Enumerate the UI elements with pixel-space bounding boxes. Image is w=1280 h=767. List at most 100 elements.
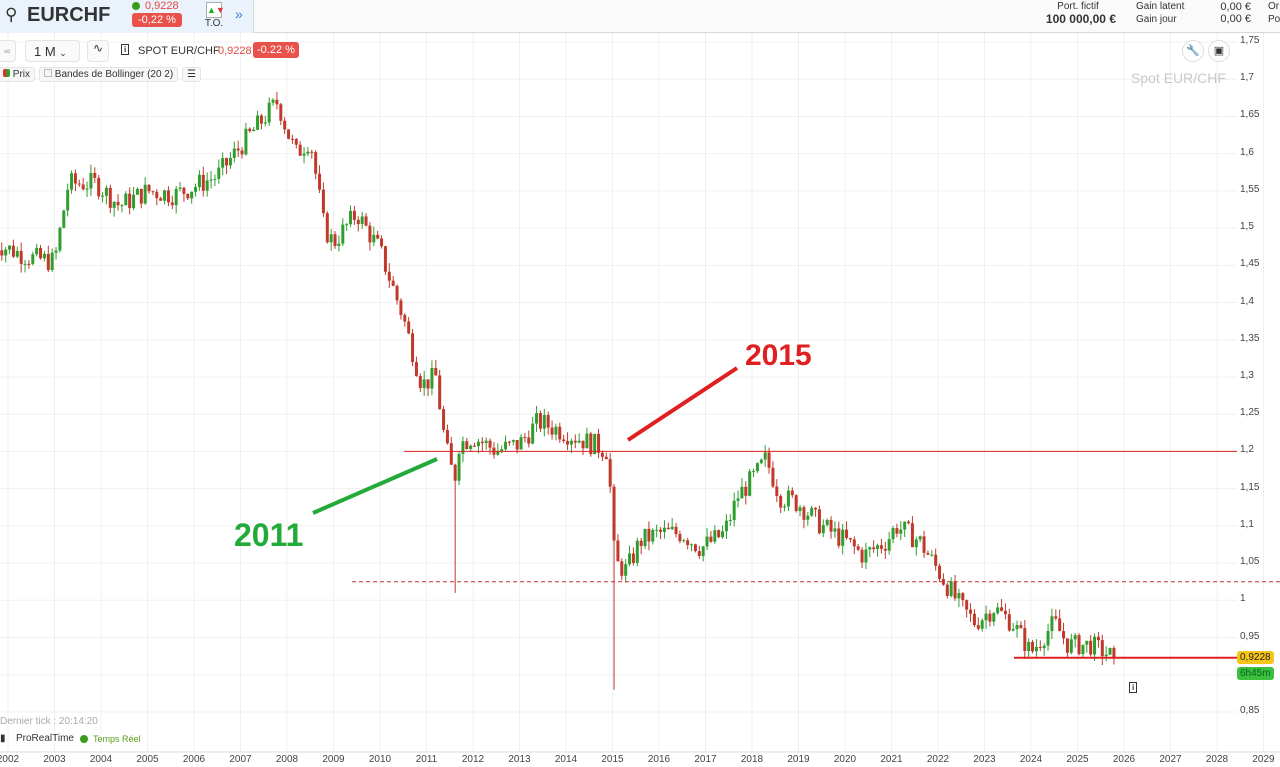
timer-tag: 6h45m bbox=[1237, 667, 1274, 680]
candle-body bbox=[895, 528, 899, 534]
x-tick-label: 2014 bbox=[554, 754, 578, 765]
candle-body bbox=[166, 190, 170, 203]
candle-body bbox=[620, 561, 624, 576]
last-tick: Dernier tick : 20:14:20 bbox=[0, 716, 98, 727]
candle-body bbox=[1019, 625, 1023, 629]
candle-body bbox=[333, 234, 337, 247]
order-ticket-button[interactable]: ▲▼ T.O. bbox=[203, 2, 225, 29]
y-tick-label: 1,05 bbox=[1240, 556, 1260, 568]
candle-body bbox=[1027, 641, 1031, 652]
candle-body bbox=[345, 224, 349, 226]
candle-body bbox=[779, 495, 783, 508]
info-icon[interactable]: i bbox=[121, 44, 130, 55]
candle-body bbox=[8, 245, 12, 250]
candle-body bbox=[449, 443, 453, 465]
chevron-down-icon: ⌄ bbox=[59, 48, 67, 58]
candle-body bbox=[124, 193, 128, 206]
x-tick-label: 2020 bbox=[833, 754, 857, 765]
candle-body bbox=[368, 225, 372, 243]
candle-body bbox=[15, 250, 19, 257]
link-button[interactable]: ∞ bbox=[0, 40, 16, 62]
x-tick-label: 2004 bbox=[89, 754, 113, 765]
candle-body bbox=[1062, 631, 1066, 639]
candle-body bbox=[380, 238, 384, 247]
candle-body bbox=[143, 184, 147, 204]
price-chart[interactable] bbox=[0, 33, 1280, 767]
candle-body bbox=[85, 188, 89, 190]
candle-body bbox=[174, 188, 178, 206]
candle-body bbox=[66, 189, 70, 211]
realtime-dot-icon bbox=[80, 735, 88, 743]
candle-body bbox=[1089, 640, 1093, 655]
candle-body bbox=[275, 99, 279, 105]
search-icon[interactable]: ⚲ bbox=[5, 5, 18, 24]
x-tick-label: 2024 bbox=[1019, 754, 1043, 765]
candle-body bbox=[259, 115, 263, 124]
candle-body bbox=[23, 263, 27, 265]
settings-button[interactable]: 🔧 bbox=[1182, 40, 1204, 62]
symbol-panel[interactable]: ⚲ EURCHF 0,9228 -0,22 % ▲▼ T.O. » bbox=[0, 0, 254, 33]
candle-body bbox=[58, 227, 62, 251]
candle-body bbox=[957, 593, 961, 599]
candle-body bbox=[945, 584, 949, 596]
candle-body bbox=[337, 243, 341, 247]
candle-body bbox=[585, 433, 589, 449]
candle-body bbox=[325, 213, 329, 243]
candle-body bbox=[1058, 618, 1062, 632]
period-value: 1 M bbox=[34, 44, 56, 59]
candle-body bbox=[721, 531, 725, 538]
candle-body bbox=[263, 122, 267, 124]
window-button[interactable]: ▣ bbox=[1208, 40, 1230, 62]
candle-body bbox=[713, 530, 717, 542]
candle-body bbox=[403, 314, 407, 322]
candle-body bbox=[690, 544, 694, 546]
candle-body bbox=[845, 529, 849, 539]
candle-body bbox=[35, 247, 39, 255]
candle-body bbox=[550, 427, 554, 435]
indicators-button[interactable]: ∿ bbox=[87, 40, 109, 62]
candle-body bbox=[918, 536, 922, 540]
candle-body bbox=[798, 507, 802, 512]
link-icon: ∞ bbox=[4, 46, 11, 56]
x-tick-label: 2026 bbox=[1112, 754, 1136, 765]
candle-body bbox=[283, 120, 287, 130]
candle-body bbox=[969, 609, 973, 614]
annotation-2015: 2015 bbox=[745, 339, 812, 372]
candle-body bbox=[407, 321, 411, 334]
candle-body bbox=[569, 440, 573, 445]
candle-body bbox=[73, 173, 77, 184]
double-chevron-right-icon[interactable]: » bbox=[235, 6, 243, 22]
candle-body bbox=[597, 433, 601, 453]
candle-body bbox=[628, 553, 632, 565]
candle-body bbox=[31, 254, 35, 264]
candle-body bbox=[655, 529, 659, 531]
candle-body bbox=[414, 362, 418, 376]
candle-body bbox=[11, 245, 15, 257]
candle-body bbox=[135, 188, 139, 195]
y-tick-label: 1,15 bbox=[1240, 481, 1260, 493]
x-tick-label: 2003 bbox=[43, 754, 66, 765]
candle-body bbox=[120, 205, 124, 207]
candle-body bbox=[132, 194, 136, 209]
candle-body bbox=[643, 528, 647, 547]
portfolio: Port. fictif 100 000,00 € bbox=[1040, 1, 1116, 26]
candle-body bbox=[294, 138, 298, 145]
candle-body bbox=[953, 581, 957, 599]
legend-bollinger[interactable]: Bandes de Bollinger (20 2) bbox=[39, 67, 179, 82]
candle-body bbox=[279, 104, 283, 121]
candle-body bbox=[635, 540, 639, 563]
event-info-icon[interactable]: i bbox=[1129, 682, 1138, 693]
candle-body bbox=[356, 219, 360, 225]
candle-body bbox=[697, 551, 701, 557]
candle-body bbox=[984, 613, 988, 621]
period-select[interactable]: 1 M ⌄ bbox=[25, 40, 80, 62]
candle-body bbox=[612, 486, 616, 541]
candle-body bbox=[411, 333, 415, 363]
legend-price[interactable]: Prix bbox=[0, 67, 36, 82]
candle-body bbox=[930, 554, 934, 556]
candle-body bbox=[872, 547, 876, 550]
candle-body bbox=[1023, 628, 1027, 652]
candle-body bbox=[228, 157, 232, 166]
legend-list-button[interactable]: ☰ bbox=[182, 67, 201, 82]
candle-body bbox=[1007, 614, 1011, 631]
